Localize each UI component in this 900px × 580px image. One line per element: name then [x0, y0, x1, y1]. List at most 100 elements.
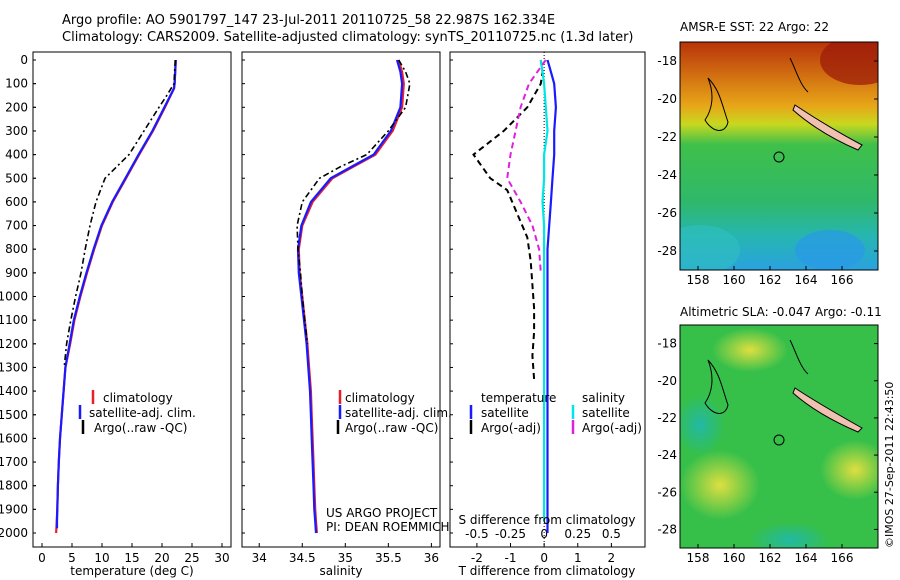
- depth-axis: 0 100 200 300 400 500 600 700 800 900 1000 1100 1200…: [0, 53, 36, 540]
- sst-map-title: AMSR-E SST: 22 Argo: 22: [680, 20, 829, 34]
- map-y-tick-label: -20: [657, 374, 677, 388]
- depth-tick-label: 300: [5, 124, 28, 138]
- argo-float-marker: [773, 434, 785, 446]
- map-y-tick-label: -20: [657, 92, 677, 106]
- sst-map-frame: [679, 41, 879, 271]
- map-x-tick-label: 166: [831, 273, 854, 287]
- x-tick-label: -2: [471, 551, 483, 565]
- temperature-legend: climatology satellite-adj. clim. Argo(..…: [78, 390, 196, 435]
- x-tick-label: 1: [574, 551, 582, 565]
- map-y-tick-label: -24: [657, 448, 677, 462]
- x-tick-label: 2: [608, 551, 616, 565]
- t-difference-x-label: T difference from climatology: [458, 564, 636, 578]
- depth-tick-label: 1100: [0, 313, 28, 327]
- project-credit: US ARGO PROJECT: [326, 506, 438, 520]
- depth-tick-label: 700: [5, 219, 28, 233]
- map-x-tick-label: 162: [759, 551, 782, 565]
- x-tick-label: 10: [94, 551, 109, 565]
- series-line-climatology: [55, 59, 177, 534]
- x-tick-label: 36: [424, 551, 439, 565]
- x-top-tick-label: 0.5: [602, 527, 621, 541]
- legend-temperature-title: temperature: [481, 391, 556, 405]
- difference-panel-frame: [449, 51, 646, 548]
- salinity-legend: climatology satellite-adj. clim. Argo(..…: [336, 390, 452, 435]
- sst-map: [680, 42, 878, 270]
- series-line-satellite: [546, 59, 558, 533]
- imos-watermark: ©IMOS 27-Sep-2011 22:43:50: [883, 382, 896, 548]
- temperature-panel-frame: [32, 51, 232, 548]
- legend-climatology-label: climatology: [345, 391, 415, 405]
- x-tick-label: 30: [214, 551, 229, 565]
- legend-salinity-title: salinity: [582, 391, 625, 405]
- map-x-tick-label: 160: [723, 551, 746, 565]
- depth-tick-label: 1000: [0, 290, 28, 304]
- sst-cool-patch: [795, 230, 865, 270]
- pi-credit: PI: DEAN ROEMMICH: [326, 520, 449, 534]
- depth-tick-label: 1300: [0, 360, 28, 374]
- series-line-argo-adj-: [472, 59, 544, 380]
- x-tick-label: 0: [38, 551, 46, 565]
- series-line-argo-adj-salinity-: [506, 59, 547, 273]
- map-y-tick-label: -22: [657, 130, 677, 144]
- legend-sal-satellite-label: satellite: [582, 406, 630, 420]
- map-x-tick-label: 164: [795, 273, 818, 287]
- depth-tick-label: 0: [20, 53, 28, 67]
- map-y-tick-label: -18: [657, 337, 677, 351]
- series-line-argo-raw-qc-: [63, 59, 176, 368]
- sla-high-patch: [712, 328, 788, 372]
- depth-tick-label: 600: [5, 195, 28, 209]
- map-y-tick-label: -26: [657, 485, 677, 499]
- depth-tick-label: 1900: [0, 502, 28, 516]
- temperature-x-label: temperature (deg C): [70, 564, 193, 578]
- x-top-tick-label: -0.5: [465, 527, 488, 541]
- new-caledonia-outline: [792, 387, 863, 433]
- s-difference-x-label: S difference from climatology: [459, 513, 636, 527]
- legend-argo-label: Argo(..raw -QC): [345, 421, 438, 435]
- legend-climatology-label: climatology: [103, 391, 173, 405]
- depth-tick-label: 1500: [0, 408, 28, 422]
- map-x-tick-label: 158: [687, 551, 710, 565]
- depth-tick-label: 500: [5, 171, 28, 185]
- sla-map-frame: [679, 324, 879, 549]
- depth-tick-label: 100: [5, 77, 28, 91]
- legend-satellite-label: satellite: [481, 406, 529, 420]
- x-tick-label: 25: [184, 551, 199, 565]
- series-line-satellite-adj-clim-: [296, 59, 404, 534]
- depth-tick-label: 1200: [0, 337, 28, 351]
- reef-outline: [704, 77, 729, 131]
- header-title-line1: Argo profile: AO 5901797_147 23-Jul-2011…: [62, 13, 556, 28]
- depth-tick-label: 900: [5, 266, 28, 280]
- series-line-satellite-adj-clim-: [55, 59, 177, 529]
- new-caledonia-outline: [792, 104, 863, 151]
- salinity-x-label: salinity: [319, 564, 362, 578]
- depth-tick-label: 800: [5, 242, 28, 256]
- x-tick-label: -1: [505, 551, 517, 565]
- salinity-panel-frame: [241, 51, 441, 548]
- map-x-tick-label: 164: [795, 551, 818, 565]
- sst-cool-patch: [680, 225, 740, 270]
- map-y-tick-label: -18: [657, 54, 677, 68]
- map-x-tick-label: 166: [831, 551, 854, 565]
- x-tick-label: 34: [252, 551, 267, 565]
- series-line-argo-raw-qc-: [296, 59, 411, 344]
- depth-tick-label: 1700: [0, 455, 28, 469]
- map-y-tick-label: -28: [657, 244, 677, 258]
- sla-high-patch: [820, 440, 878, 500]
- header-title-line2: Climatology: CARS2009. Satellite-adjuste…: [62, 30, 634, 45]
- map-x-tick-label: 160: [723, 273, 746, 287]
- legend-sal-argo-label: Argo(-adj): [582, 421, 642, 435]
- map-x-tick-label: 162: [759, 273, 782, 287]
- legend-satellite-label: satellite-adj. clim.: [89, 406, 196, 420]
- map-axes: 158 160 162 164 166 -18 -20 -22 -24 -26 -28 158 160 1…: [657, 54, 878, 565]
- sla-low-patch: [750, 522, 830, 548]
- sla-map-title: Altimetric SLA: -0.047 Argo: -0.11: [680, 305, 882, 319]
- depth-tick-label: 400: [5, 148, 28, 162]
- x-top-tick-label: 0.25: [564, 527, 591, 541]
- map-x-tick-label: 158: [687, 273, 710, 287]
- reef-outline: [704, 359, 729, 414]
- reef-outline: [789, 57, 809, 93]
- x-tick-label: 0: [540, 551, 548, 565]
- map-y-tick-label: -24: [657, 168, 677, 182]
- map-y-tick-label: -22: [657, 411, 677, 425]
